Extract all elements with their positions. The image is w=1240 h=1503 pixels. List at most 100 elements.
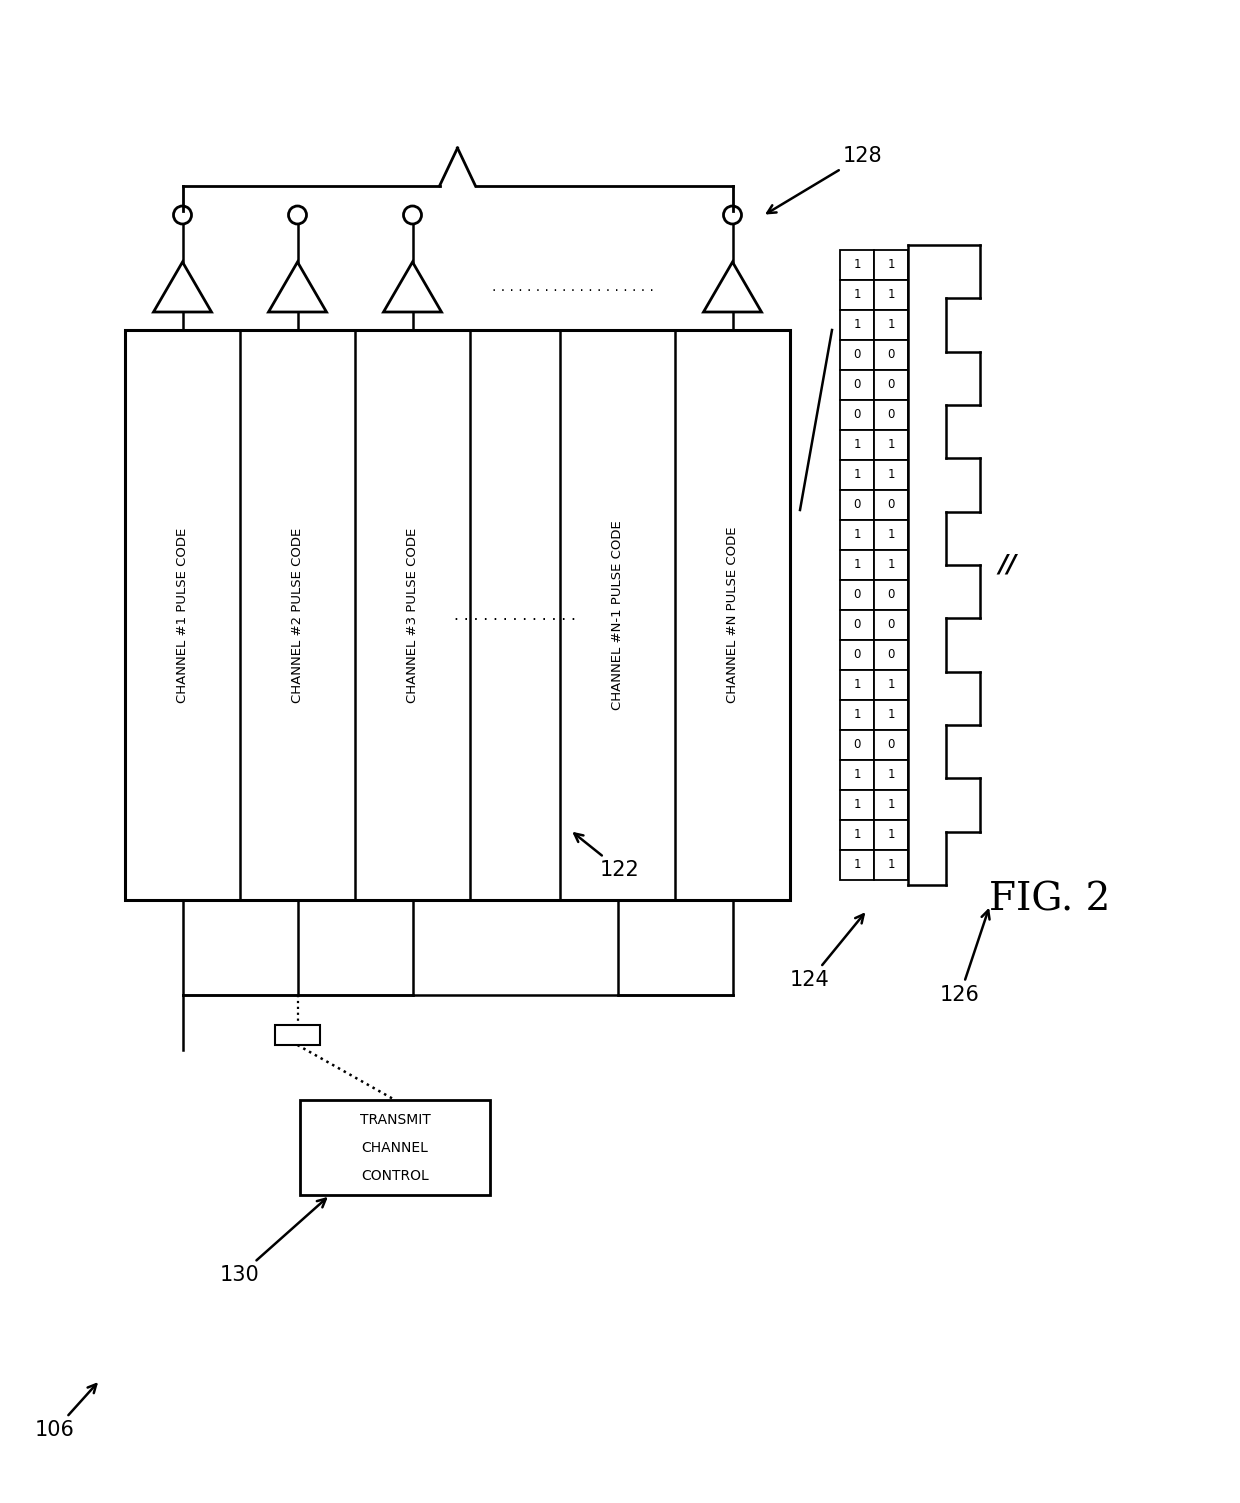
Bar (839, 670, 874, 700)
Bar (839, 520, 874, 550)
Text: 1: 1 (853, 798, 861, 812)
Text: 1: 1 (888, 678, 895, 691)
Text: 1: 1 (853, 289, 861, 302)
Bar (839, 851, 874, 879)
Bar (874, 430, 908, 460)
Text: 1: 1 (853, 708, 861, 721)
Text: 1: 1 (888, 768, 895, 782)
Bar (839, 460, 874, 490)
Bar (874, 370, 908, 400)
Text: 122: 122 (574, 834, 640, 879)
Polygon shape (154, 262, 212, 313)
Text: 1: 1 (888, 559, 895, 571)
Bar (874, 700, 908, 730)
Text: CHANNEL #1 PULSE CODE: CHANNEL #1 PULSE CODE (176, 528, 188, 702)
Polygon shape (269, 262, 326, 313)
Bar (839, 550, 874, 580)
Text: 0: 0 (888, 349, 895, 362)
Text: 1: 1 (853, 678, 861, 691)
Bar (874, 791, 908, 821)
Text: . . . . . . . . . . . . . . . . . . .: . . . . . . . . . . . . . . . . . . . (491, 280, 653, 295)
Text: CHANNEL: CHANNEL (362, 1141, 429, 1154)
Bar (874, 340, 908, 370)
Text: 0: 0 (853, 349, 861, 362)
Text: //: // (999, 553, 1017, 577)
Bar (839, 249, 874, 280)
Text: CHANNEL #3 PULSE CODE: CHANNEL #3 PULSE CODE (405, 528, 419, 702)
Bar (874, 640, 908, 670)
Text: 1: 1 (888, 858, 895, 872)
Bar (275, 1025, 320, 1045)
Bar (874, 249, 908, 280)
Text: FIG. 2: FIG. 2 (990, 881, 1111, 918)
Text: 1: 1 (853, 439, 861, 451)
Text: 1: 1 (888, 439, 895, 451)
Text: 0: 0 (888, 499, 895, 511)
Bar (874, 460, 908, 490)
Text: 1: 1 (888, 289, 895, 302)
Text: 0: 0 (853, 409, 861, 421)
Text: 1: 1 (853, 319, 861, 332)
Text: 0: 0 (853, 499, 861, 511)
Bar (874, 851, 908, 879)
Polygon shape (383, 262, 441, 313)
Bar (874, 490, 908, 520)
Text: 0: 0 (853, 619, 861, 631)
Bar (839, 490, 874, 520)
Text: 1: 1 (853, 768, 861, 782)
Text: 1: 1 (888, 319, 895, 332)
Bar (839, 730, 874, 761)
Bar (839, 610, 874, 640)
Text: 1: 1 (853, 529, 861, 541)
Text: . . . . . . . . . . . . .: . . . . . . . . . . . . . (454, 607, 575, 622)
Text: 0: 0 (888, 648, 895, 661)
Text: CONTROL: CONTROL (361, 1168, 429, 1183)
Text: 0: 0 (888, 619, 895, 631)
Bar (839, 640, 874, 670)
Text: 128: 128 (768, 146, 883, 213)
Bar (874, 730, 908, 761)
Bar (874, 610, 908, 640)
Text: 130: 130 (221, 1199, 326, 1285)
Text: 0: 0 (853, 648, 861, 661)
Bar (874, 761, 908, 791)
Bar (300, 1100, 490, 1195)
Text: 124: 124 (790, 914, 864, 990)
Bar (839, 821, 874, 851)
Text: 1: 1 (888, 469, 895, 481)
Text: CHANNEL #2 PULSE CODE: CHANNEL #2 PULSE CODE (291, 528, 304, 702)
Text: 1: 1 (853, 259, 861, 272)
Text: 1: 1 (853, 858, 861, 872)
Bar (839, 370, 874, 400)
Text: 0: 0 (888, 379, 895, 391)
Bar (839, 340, 874, 370)
Text: 0: 0 (853, 738, 861, 752)
Text: 0: 0 (853, 379, 861, 391)
Bar (839, 761, 874, 791)
Bar (839, 430, 874, 460)
Bar (874, 310, 908, 340)
Text: 126: 126 (940, 911, 990, 1006)
Text: CHANNEL #N-1 PULSE CODE: CHANNEL #N-1 PULSE CODE (611, 520, 624, 709)
Bar (839, 310, 874, 340)
Text: 0: 0 (888, 589, 895, 601)
Bar (839, 700, 874, 730)
Text: 1: 1 (888, 259, 895, 272)
Text: 1: 1 (853, 559, 861, 571)
Bar (874, 670, 908, 700)
Polygon shape (703, 262, 761, 313)
Bar (874, 550, 908, 580)
Bar (874, 280, 908, 310)
Bar (839, 400, 874, 430)
Text: 1: 1 (888, 708, 895, 721)
Text: 0: 0 (888, 409, 895, 421)
Bar (839, 580, 874, 610)
Bar (874, 400, 908, 430)
Bar (839, 791, 874, 821)
Bar (839, 280, 874, 310)
Bar (125, 331, 790, 900)
Text: CHANNEL #N PULSE CODE: CHANNEL #N PULSE CODE (725, 526, 739, 703)
Text: 1: 1 (853, 828, 861, 842)
Text: 0: 0 (888, 738, 895, 752)
Text: TRANSMIT: TRANSMIT (360, 1112, 430, 1127)
